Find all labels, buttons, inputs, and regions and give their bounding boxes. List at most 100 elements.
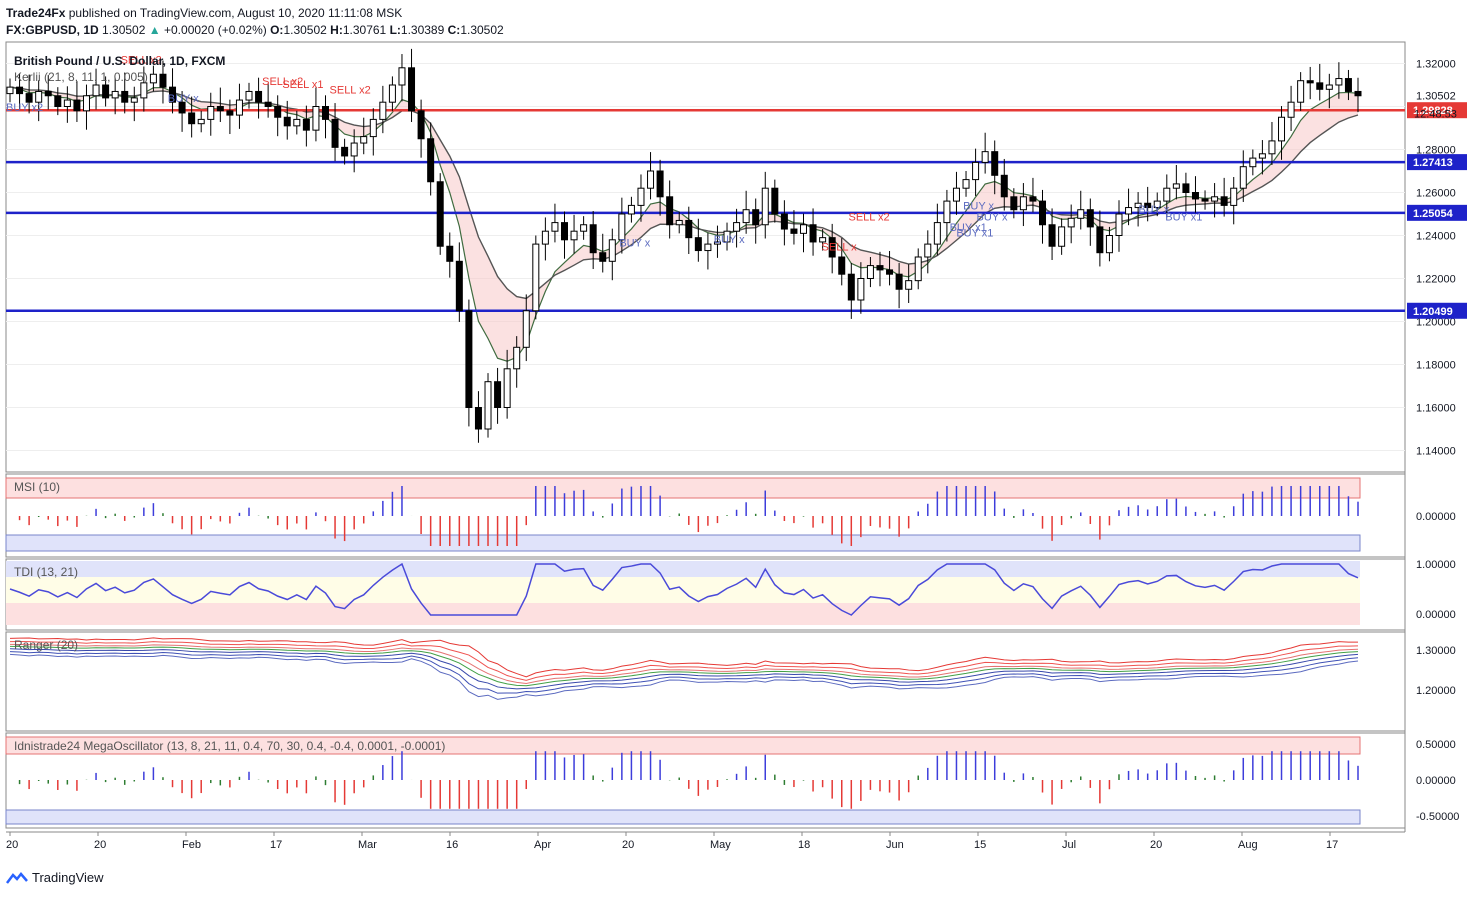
main-price-label: 1.22000 <box>1416 274 1456 286</box>
mega-lower-zone <box>5 809 1361 825</box>
candle-bear <box>847 273 855 301</box>
candle-bull <box>513 346 521 370</box>
candle-bear <box>991 151 999 176</box>
level-label: 1.29828 <box>1413 105 1453 117</box>
x-tick-label: Apr <box>534 839 551 851</box>
publisher-name[interactable]: Trade24Fx <box>6 6 66 20</box>
candle-bear <box>16 86 24 95</box>
x-tick-label: Jun <box>886 839 904 851</box>
candle-bull <box>149 73 157 84</box>
candle-bear <box>1306 80 1314 84</box>
candle-bull <box>503 368 511 408</box>
candle-bull <box>742 209 750 224</box>
x-tick-label: 18 <box>798 839 810 851</box>
kerlii-slow-line <box>9 86 1359 300</box>
candle-bear <box>178 101 186 114</box>
candle-bull <box>857 278 865 301</box>
candle-bear <box>876 265 884 271</box>
price-change: +0.00020 (+0.02%) <box>164 23 267 37</box>
candle-bear <box>264 101 272 107</box>
x-tick-label: 15 <box>974 839 986 851</box>
candle-bear <box>455 260 463 312</box>
candle-bull <box>197 118 205 125</box>
ranger-line <box>9 643 1359 684</box>
candle-bull <box>914 256 922 282</box>
candle-bear <box>417 110 425 140</box>
ranger-line <box>9 637 1359 678</box>
candle-bear <box>159 73 167 88</box>
x-tick-label: Mar <box>358 839 377 851</box>
candle-bull <box>924 243 932 258</box>
candle-bear <box>666 196 674 226</box>
ranger-line <box>9 645 1359 687</box>
candle-bull <box>1211 196 1219 202</box>
candle-bear <box>694 237 702 252</box>
ranger-price-label: 1.20000 <box>1416 685 1456 697</box>
signal-annotation: SELL x2 <box>849 211 890 223</box>
candle-bear <box>226 110 234 116</box>
candle-bull <box>92 84 100 97</box>
candle-bear <box>838 256 846 275</box>
candle-bear <box>1316 82 1324 90</box>
close-label: C: <box>447 23 461 37</box>
level-label: 1.27413 <box>1413 157 1453 169</box>
candle-bull <box>1325 84 1333 90</box>
candle-bear <box>1182 183 1190 193</box>
candle-bull <box>541 230 549 245</box>
candle-bull <box>1258 153 1266 159</box>
candle-bull <box>1019 196 1027 211</box>
candle-bear <box>341 146 349 157</box>
candle-bull <box>1163 187 1171 202</box>
candle-bear <box>1000 174 1008 198</box>
symbol-label: FX:GBPUSD, 1D <box>6 23 99 37</box>
candle-bear <box>1086 209 1094 228</box>
candle-bear <box>771 187 779 215</box>
candle-bull <box>647 170 655 189</box>
candle-bull <box>293 118 301 127</box>
ranger-line <box>9 651 1359 694</box>
candle-bear <box>283 116 291 127</box>
candle-bull <box>312 106 320 131</box>
candle-bear <box>1220 196 1228 206</box>
candle-bear <box>828 237 836 258</box>
level-label-box <box>1407 154 1467 171</box>
candle-bear <box>1010 196 1018 211</box>
main-price-label: 1.32000 <box>1416 59 1456 71</box>
footer-brand[interactable]: TradingView <box>6 870 104 885</box>
candle-bear <box>494 381 502 409</box>
candle-bear <box>1029 196 1037 202</box>
candle-bear <box>752 209 760 226</box>
candle-bull <box>733 222 741 232</box>
symbol-ohlc: FX:GBPUSD, 1D 1.30502 ▲ +0.00020 (+0.02%… <box>6 23 504 37</box>
candle-bull <box>1134 202 1142 209</box>
candle-bull <box>761 187 769 226</box>
candle-bear <box>436 181 444 247</box>
candle-bull <box>972 161 980 181</box>
candle-bear <box>446 245 454 262</box>
ranger-price-label: 1.30000 <box>1416 645 1456 657</box>
candle-bull <box>369 118 377 138</box>
candle-bull <box>866 265 874 280</box>
candle-bull <box>398 67 406 86</box>
signal-annotation: BUY x <box>714 234 745 246</box>
signal-annotation: BUY x <box>619 237 650 249</box>
main-price-label: 1.14000 <box>1416 446 1456 458</box>
mega-title: Idnistrade24 MegaOscillator (13, 8, 21, … <box>14 739 445 753</box>
main-price-label: 1.26000 <box>1416 188 1456 200</box>
candle-bull <box>35 90 43 103</box>
main-pane-title: British Pound / U.S. Dollar, 1D, FXCM <box>14 54 225 68</box>
x-tick-label: 20 <box>622 839 634 851</box>
signal-annotation: SELL x1 <box>282 79 323 91</box>
mega-price-label: 0.50000 <box>1416 739 1456 751</box>
tdi-upper-zone <box>6 561 1360 577</box>
candle-bull <box>1058 226 1066 247</box>
candle-bull <box>1125 207 1133 215</box>
candle-bear <box>188 112 196 125</box>
tdi-line <box>9 562 1359 616</box>
candle-bull <box>952 187 960 202</box>
low-value: 1.30389 <box>400 23 445 37</box>
candle-bull <box>981 151 989 163</box>
tdi-price-label: 1.00000 <box>1416 559 1456 571</box>
x-tick-label: 16 <box>446 839 458 851</box>
